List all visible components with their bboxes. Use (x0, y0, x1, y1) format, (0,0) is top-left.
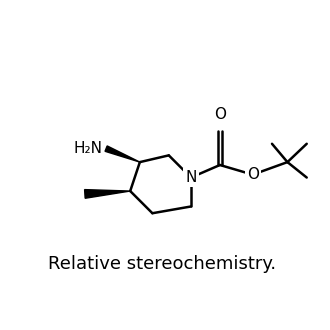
Text: O: O (247, 167, 259, 182)
Text: N: N (185, 170, 197, 185)
Polygon shape (105, 146, 140, 162)
Text: O: O (214, 107, 226, 121)
Polygon shape (84, 190, 130, 198)
Text: H₂N: H₂N (73, 141, 102, 156)
Text: Relative stereochemistry.: Relative stereochemistry. (48, 255, 276, 273)
